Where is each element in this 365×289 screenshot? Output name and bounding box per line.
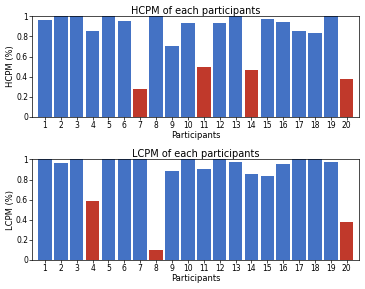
Bar [292,32,306,117]
Bar [245,70,258,117]
Title: LCPM of each participants: LCPM of each participants [132,149,260,159]
Bar [165,47,179,117]
Bar [165,171,179,260]
X-axis label: Participants: Participants [171,275,220,284]
Bar [276,164,290,260]
Bar [86,201,99,260]
Bar [181,23,195,117]
Bar [54,164,68,260]
Bar [134,89,147,117]
Bar [340,222,353,260]
X-axis label: Participants: Participants [171,131,220,140]
Bar [70,16,84,117]
Bar [118,21,131,117]
Bar [324,162,338,260]
Bar [54,16,68,117]
Bar [213,23,226,117]
Bar [324,16,338,117]
Bar [86,32,99,117]
Y-axis label: HCPM (%): HCPM (%) [5,46,15,88]
Bar [181,160,195,260]
Bar [276,22,290,117]
Bar [229,16,242,117]
Bar [340,79,353,117]
Bar [70,160,84,260]
Bar [213,160,226,260]
Bar [308,160,322,260]
Bar [149,250,163,260]
Title: HCPM of each participants: HCPM of each participants [131,5,261,16]
Bar [38,160,52,260]
Bar [229,162,242,260]
Bar [118,160,131,260]
Bar [308,34,322,117]
Bar [245,173,258,260]
Bar [197,169,211,260]
Bar [102,160,115,260]
Bar [38,20,52,117]
Y-axis label: LCPM (%): LCPM (%) [5,190,15,230]
Bar [261,19,274,117]
Bar [261,175,274,260]
Bar [292,160,306,260]
Bar [134,160,147,260]
Bar [149,16,163,117]
Bar [102,16,115,117]
Bar [197,66,211,117]
